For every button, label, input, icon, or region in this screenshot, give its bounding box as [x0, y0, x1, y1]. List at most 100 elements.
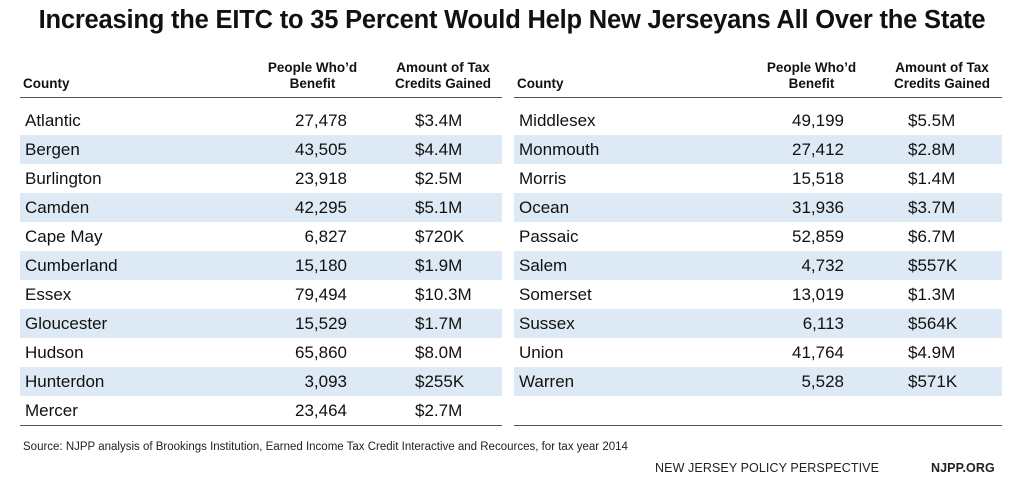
table-row: Ocean 31,936 $3.7M: [514, 193, 1002, 222]
amount-cell: $6.7M: [908, 227, 956, 246]
amount-column-header: Amount of Tax Credits Gained: [882, 60, 1002, 92]
amount-cell: $3.7M: [908, 198, 956, 217]
county-cell: Cumberland: [25, 256, 118, 275]
people-column-header: People Who’d Benefit: [754, 60, 869, 92]
people-cell: 65,860: [295, 343, 347, 362]
county-column-header: County: [517, 76, 564, 91]
people-cell: 15,529: [295, 314, 347, 333]
amount-cell: $5.1M: [415, 198, 463, 217]
table-row: Camden 42,295 $5.1M: [20, 193, 502, 222]
amount-header-line2: Credits Gained: [394, 76, 492, 91]
amount-cell: $1.4M: [908, 169, 956, 188]
amount-cell: $2.7M: [415, 401, 463, 420]
table-row: Union 41,764 $4.9M: [514, 338, 1002, 367]
amount-cell: $255K: [415, 372, 465, 391]
people-cell: 27,412: [792, 140, 844, 159]
amount-cell: $10.3M: [415, 285, 472, 304]
people-header-line1: People Who’d: [267, 60, 358, 75]
people-cell: 5,528: [801, 372, 844, 391]
amount-cell: $571K: [908, 372, 958, 391]
table-row: Bergen 43,505 $4.4M: [20, 135, 502, 164]
amount-cell: $3.4M: [415, 111, 463, 130]
table-row: Monmouth 27,412 $2.8M: [514, 135, 1002, 164]
amount-cell: $564K: [908, 314, 958, 333]
table-row: Mercer 23,464 $2.7M: [20, 396, 502, 425]
county-cell: Monmouth: [519, 140, 600, 159]
right-table-header: County People Who’d Benefit Amount of Ta…: [514, 60, 1002, 98]
right-table-body: Middlesex 49,199 $5.5M Monmouth 27,412 $2.8M M…: [514, 106, 1002, 426]
county-cell: Camden: [25, 198, 90, 217]
table-row: Atlantic 27,478 $3.4M: [20, 106, 502, 135]
people-cell: 42,295: [295, 198, 347, 217]
people-cell: 52,859: [792, 227, 844, 246]
county-cell: Gloucester: [25, 314, 108, 333]
people-cell: 23,464: [295, 401, 347, 420]
amount-header-line1: Amount of Tax: [895, 60, 989, 75]
amount-header-line1: Amount of Tax: [396, 60, 490, 75]
left-table: County People Who’d Benefit Amount of Ta…: [20, 60, 502, 426]
table-row: Hunterdon 3,093 $255K: [20, 367, 502, 396]
people-cell: 23,918: [295, 169, 347, 188]
table-row: [514, 396, 1002, 425]
people-cell: 15,180: [295, 256, 347, 275]
county-cell: Atlantic: [25, 111, 81, 130]
table-row: Warren 5,528 $571K: [514, 367, 1002, 396]
table-row: Morris 15,518 $1.4M: [514, 164, 1002, 193]
county-column-header: County: [23, 76, 70, 91]
county-cell: Bergen: [25, 140, 80, 159]
amount-cell: $1.9M: [415, 256, 463, 275]
county-cell: Somerset: [519, 285, 592, 304]
amount-cell: $1.7M: [415, 314, 463, 333]
table-row: Passaic 52,859 $6.7M: [514, 222, 1002, 251]
org-website: NJPP.ORG: [931, 461, 995, 475]
org-name: NEW JERSEY POLICY PERSPECTIVE: [655, 461, 880, 475]
county-cell: Ocean: [519, 198, 570, 217]
table-row: Cape May 6,827 $720K: [20, 222, 502, 251]
people-cell: 79,494: [295, 285, 347, 304]
county-cell: Essex: [25, 285, 72, 304]
county-cell: Mercer: [25, 401, 78, 420]
county-cell: Hunterdon: [25, 372, 105, 391]
county-cell: Sussex: [519, 314, 575, 333]
table-row: Somerset 13,019 $1.3M: [514, 280, 1002, 309]
left-table-body: Atlantic 27,478 $3.4M Bergen 43,505 $4.4M Burl…: [20, 106, 502, 426]
amount-cell: $4.9M: [908, 343, 956, 362]
chart-title: Increasing the EITC to 35 Percent Would …: [38, 6, 986, 34]
amount-cell: $1.3M: [908, 285, 956, 304]
people-cell: 49,199: [792, 111, 844, 130]
county-cell: Passaic: [519, 227, 579, 246]
people-header-line2: Benefit: [289, 76, 336, 91]
amount-cell: $557K: [908, 256, 958, 275]
amount-header-line2: Credits Gained: [893, 76, 991, 91]
people-cell: 6,827: [304, 227, 347, 246]
people-column-header: People Who’d Benefit: [255, 60, 370, 92]
amount-cell: $2.5M: [415, 169, 463, 188]
people-cell: 31,936: [792, 198, 844, 217]
amount-cell: $720K: [415, 227, 465, 246]
amount-cell: $5.5M: [908, 111, 956, 130]
table-row: Salem 4,732 $557K: [514, 251, 1002, 280]
people-cell: 27,478: [295, 111, 347, 130]
people-cell: 4,732: [801, 256, 844, 275]
table-row: Burlington 23,918 $2.5M: [20, 164, 502, 193]
amount-cell: $4.4M: [415, 140, 463, 159]
county-cell: Middlesex: [519, 111, 596, 130]
table-row: Essex 79,494 $10.3M: [20, 280, 502, 309]
table-row: Sussex 6,113 $564K: [514, 309, 1002, 338]
right-table: County People Who’d Benefit Amount of Ta…: [514, 60, 1002, 426]
left-table-header: County People Who’d Benefit Amount of Ta…: [20, 60, 502, 98]
table-row: Gloucester 15,529 $1.7M: [20, 309, 502, 338]
table-row: Middlesex 49,199 $5.5M: [514, 106, 1002, 135]
table-row: Hudson 65,860 $8.0M: [20, 338, 502, 367]
amount-cell: $2.8M: [908, 140, 956, 159]
people-header-line2: Benefit: [788, 76, 835, 91]
county-cell: Cape May: [25, 227, 103, 246]
source-note: Source: NJPP analysis of Brookings Insti…: [23, 441, 628, 453]
people-cell: 15,518: [792, 169, 844, 188]
people-header-line1: People Who’d: [766, 60, 857, 75]
county-cell: Morris: [519, 169, 567, 188]
people-cell: 41,764: [792, 343, 844, 362]
county-cell: Burlington: [25, 169, 102, 188]
people-cell: 43,505: [295, 140, 347, 159]
people-cell: 6,113: [802, 314, 844, 333]
